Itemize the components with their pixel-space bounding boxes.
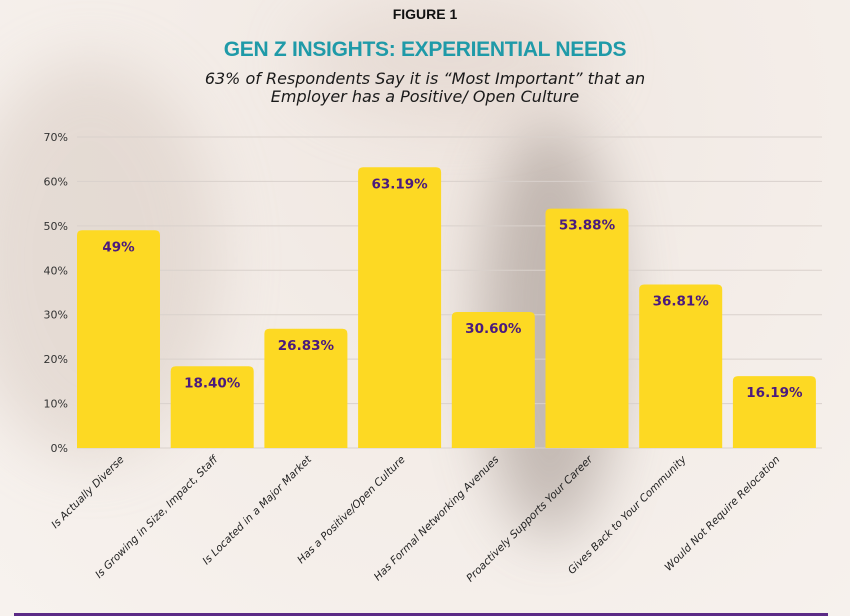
y-tick-label: 0% (51, 442, 68, 455)
y-tick-label: 70% (44, 131, 68, 144)
y-tick-label: 40% (44, 264, 68, 277)
data-label: 36.81% (653, 293, 710, 309)
y-tick-label: 10% (44, 398, 68, 411)
bar (451, 312, 535, 448)
data-label: 26.83% (278, 338, 335, 354)
bar (170, 366, 254, 448)
bar (77, 230, 160, 448)
bar (545, 208, 629, 448)
y-tick-label: 60% (44, 175, 68, 188)
bar (264, 328, 348, 448)
accent-line (14, 613, 828, 616)
y-tick-label: 20% (44, 353, 68, 366)
y-tick-label: 30% (44, 309, 68, 322)
data-label: 53.88% (559, 218, 616, 234)
data-label: 16.19% (746, 385, 803, 401)
x-tick-label: Would Not Require Relocation (663, 454, 783, 574)
data-label: 49% (102, 239, 135, 255)
data-label: 63.19% (371, 176, 428, 192)
bar (732, 376, 816, 448)
data-label: 18.40% (184, 375, 241, 391)
chart-subtitle: 63% of Respondents Say it is “Most Impor… (204, 69, 646, 106)
x-tick-label: Is Actually Diverse (49, 454, 126, 531)
figure-label: FIGURE 1 (392, 6, 458, 22)
bar (639, 284, 723, 448)
x-tick-label: Is Located in a Major Market (200, 453, 314, 567)
chart-title: GEN Z INSIGHTS: EXPERIENTIAL NEEDS (223, 38, 627, 61)
data-label: 30.60% (465, 321, 522, 337)
x-tick-label: Has a Positive/Open Culture (295, 454, 408, 567)
bar (358, 167, 442, 448)
y-tick-label: 50% (44, 220, 68, 233)
